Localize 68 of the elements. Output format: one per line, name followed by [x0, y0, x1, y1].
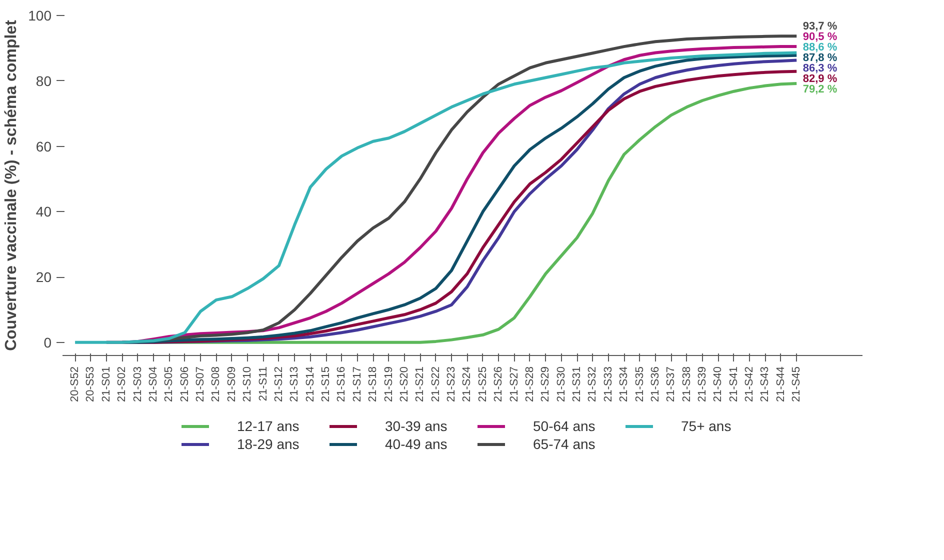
- x-tick-label: 21-S15: [320, 366, 332, 402]
- x-tick-label: 21-S28: [524, 366, 536, 402]
- x-tick-label: 21-S12: [272, 366, 285, 402]
- x-tick-label: 21-S38: [680, 366, 693, 402]
- x-tick-label: 21-S06: [178, 366, 191, 402]
- x-tick-label: 21-S26: [492, 366, 505, 402]
- x-tick-label: 21-S27: [508, 366, 520, 402]
- x-tick-label: 21-S29: [540, 366, 552, 402]
- data-label: 90,5 %: [802, 31, 838, 44]
- y-tick-label: 40: [36, 204, 52, 220]
- x-tick-label: 21-S37: [665, 366, 678, 402]
- x-tick-label: 21-S02: [116, 366, 128, 402]
- x-tick-label: 21-S19: [382, 366, 395, 402]
- legend-label: 65-74 ans: [533, 436, 596, 452]
- y-tick-label: 60: [36, 138, 52, 154]
- x-tick-label: 21-S16: [336, 366, 348, 402]
- x-tick-label: 21-S21: [414, 366, 426, 402]
- x-tick-label: 21-S04: [147, 366, 160, 402]
- x-tick-label: 21-S40: [712, 366, 724, 402]
- legend-label: 18-29 ans: [237, 436, 300, 452]
- x-tick-label: 21-S30: [555, 366, 568, 402]
- x-tick-label: 21-S05: [163, 366, 176, 402]
- data-label: 87,8 %: [802, 52, 838, 64]
- data-label: 88,6 %: [802, 42, 838, 54]
- data-label: 93,7 %: [802, 20, 838, 33]
- x-tick-label: 21-S39: [696, 366, 708, 402]
- x-tick-label: 21-S23: [446, 366, 458, 402]
- legend-label: 40-49 ans: [385, 436, 448, 452]
- x-tick-label: 21-S20: [398, 366, 410, 402]
- x-tick-label: 20-S53: [84, 366, 97, 402]
- x-tick-label: 21-S17: [351, 366, 364, 402]
- legend-label: 30-39 ans: [385, 418, 448, 434]
- x-tick-label: 21-S31: [571, 366, 584, 402]
- legend-label: 12-17 ans: [237, 418, 300, 434]
- y-tick-label: 20: [36, 269, 52, 286]
- x-tick-label: 21-S13: [288, 366, 301, 402]
- y-axis-title: Couverture vaccinale (%) - schéma complet: [3, 19, 20, 351]
- y-tick-label: 80: [36, 72, 52, 89]
- legend-label: 50-64 ans: [533, 418, 596, 434]
- x-tick-label: 21-S14: [304, 366, 316, 402]
- x-tick-label: 21-S32: [586, 366, 599, 402]
- x-tick-label: 21-S43: [759, 366, 772, 402]
- x-tick-label: 21-S41: [728, 366, 740, 402]
- x-tick-label: 21-S22: [430, 366, 442, 402]
- x-tick-label: 21-S45: [790, 366, 803, 402]
- x-tick-label: 21-S33: [602, 366, 614, 402]
- x-tick-label: 21-S34: [618, 366, 630, 402]
- x-tick-label: 21-S44: [774, 366, 787, 402]
- x-tick-label: 21-S24: [461, 366, 474, 402]
- data-label: 79,2 %: [802, 83, 838, 96]
- x-tick-label: 21-S35: [634, 366, 646, 402]
- x-tick-label: 20-S52: [69, 366, 82, 402]
- y-tick-label: 0: [44, 334, 52, 350]
- x-tick-label: 21-S01: [100, 366, 112, 402]
- x-tick-label: 21-S36: [649, 366, 662, 402]
- legend-label: 75+ ans: [681, 418, 732, 434]
- x-tick-label: 21-S03: [132, 366, 144, 402]
- x-tick-label: 21-S09: [226, 366, 238, 402]
- x-tick-label: 21-S07: [194, 366, 207, 402]
- x-tick-label: 21-S08: [210, 366, 222, 402]
- y-tick-label: 100: [28, 8, 52, 24]
- x-tick-label: 21-S10: [242, 366, 254, 402]
- x-tick-label: 21-S25: [476, 366, 489, 402]
- data-label: 82,9 %: [802, 72, 838, 85]
- x-tick-label: 21-S42: [744, 366, 756, 402]
- data-label: 86,3 %: [802, 62, 838, 74]
- x-tick-label: 21-S18: [367, 366, 380, 402]
- x-tick-label: 21-S11: [257, 366, 270, 402]
